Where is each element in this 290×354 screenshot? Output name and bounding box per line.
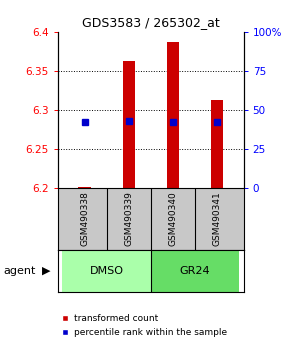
Bar [62, 250, 151, 292]
Text: GSM490341: GSM490341 [213, 191, 222, 246]
Text: GR24: GR24 [180, 266, 210, 276]
Bar [122, 61, 135, 188]
Bar [167, 42, 179, 188]
Legend: transformed count, percentile rank within the sample: transformed count, percentile rank withi… [57, 311, 231, 341]
Text: GSM490339: GSM490339 [124, 191, 133, 246]
Text: GSM490340: GSM490340 [168, 191, 177, 246]
Bar [211, 99, 223, 188]
Title: GDS3583 / 265302_at: GDS3583 / 265302_at [82, 16, 220, 29]
Text: DMSO: DMSO [90, 266, 124, 276]
Text: GSM490338: GSM490338 [80, 191, 89, 246]
Bar [151, 250, 239, 292]
Text: agent: agent [3, 266, 35, 276]
Bar [78, 187, 91, 188]
Text: ▶: ▶ [42, 266, 51, 276]
